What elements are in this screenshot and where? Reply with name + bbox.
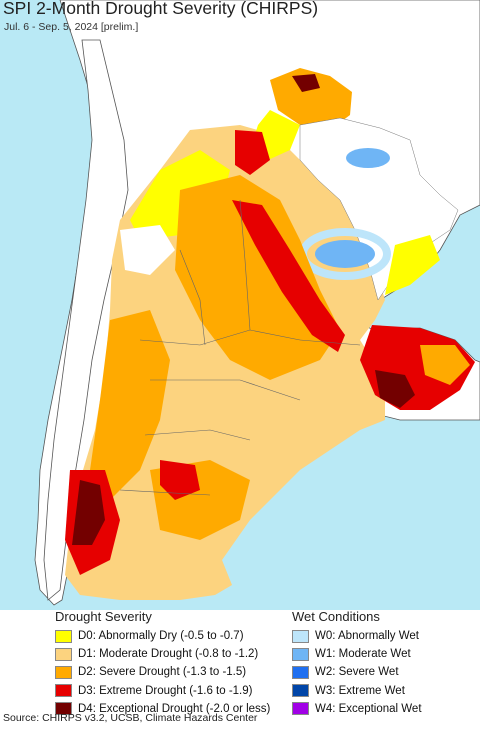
legend-item-w0: W0: Abnormally Wet	[292, 627, 422, 645]
map-title: SPI 2-Month Drought Severity (CHIRPS)	[3, 0, 319, 18]
legend-label: W3: Extreme Wet	[315, 684, 405, 697]
legend-item-w4: W4: Exceptional Wet	[292, 700, 422, 718]
region-north-d4	[292, 74, 320, 92]
legend-label: W4: Exceptional Wet	[315, 702, 422, 715]
legend-item-d0: D0: Abnormally Dry (-0.5 to -0.7)	[55, 627, 270, 645]
chile-strip	[43, 39, 129, 601]
legend-wet: W0: Abnormally Wet W1: Moderate Wet W2: …	[292, 627, 422, 718]
swatch-d4	[55, 702, 72, 716]
swatch-w2	[292, 665, 309, 679]
legend-label: W2: Severe Wet	[315, 666, 399, 679]
legend-drought-title: Drought Severity	[55, 609, 152, 624]
swatch-d0	[55, 629, 72, 643]
legend-wet-title: Wet Conditions	[292, 609, 380, 624]
wet-w1-central	[315, 240, 375, 268]
legend-item-d4: D4: Exceptional Drought (-2.0 or less)	[55, 700, 270, 718]
swatch-w4	[292, 702, 309, 716]
drought-map	[0, 0, 480, 610]
legend-drought: D0: Abnormally Dry (-0.5 to -0.7) D1: Mo…	[55, 627, 270, 718]
legend-item-d2: D2: Severe Drought (-1.3 to -1.5)	[55, 663, 270, 681]
swatch-w3	[292, 684, 309, 698]
legend-label: D3: Extreme Drought (-1.6 to -1.9)	[78, 684, 253, 697]
legend-item-w1: W1: Moderate Wet	[292, 645, 422, 663]
legend-item-w2: W2: Severe Wet	[292, 663, 422, 681]
region-d3-band	[232, 200, 345, 352]
legend-label: D4: Exceptional Drought (-2.0 or less)	[78, 702, 271, 715]
legend-label: D2: Severe Drought (-1.3 to -1.5)	[78, 666, 247, 679]
swatch-w1	[292, 647, 309, 661]
legend-label: W1: Moderate Wet	[315, 648, 411, 661]
legend-label: W0: Abnormally Wet	[315, 630, 419, 643]
swatch-d1	[55, 647, 72, 661]
region-uruguay-d4	[375, 370, 415, 408]
source-credit: Source: CHIRPS v3.2, UCSB, Climate Hazar…	[3, 712, 258, 724]
region-south-d3	[160, 460, 200, 500]
region-uruguay-d2	[420, 345, 470, 385]
region-d3-north	[235, 130, 270, 175]
swatch-d3	[55, 684, 72, 698]
swatch-d2	[55, 665, 72, 679]
region-d2-central	[175, 175, 340, 380]
region-d2-west	[90, 310, 170, 500]
region-nodrought-west	[120, 225, 175, 275]
legend-item-d3: D3: Extreme Drought (-1.6 to -1.9)	[55, 682, 270, 700]
wet-w1-north	[346, 148, 390, 168]
legend-item-w3: W3: Extreme Wet	[292, 682, 422, 700]
region-d0-ne	[385, 235, 440, 295]
legend-label: D0: Abnormally Dry (-0.5 to -0.7)	[78, 630, 244, 643]
swatch-w0	[292, 629, 309, 643]
province-borders	[119, 199, 361, 496]
legend-item-d1: D1: Moderate Drought (-0.8 to -1.2)	[55, 645, 270, 663]
map-subtitle: Jul. 6 - Sep. 5, 2024 [prelim.]	[4, 21, 139, 33]
region-sw-d4	[72, 480, 105, 545]
region-north	[270, 68, 352, 130]
legend-label: D1: Moderate Drought (-0.8 to -1.2)	[78, 648, 259, 661]
